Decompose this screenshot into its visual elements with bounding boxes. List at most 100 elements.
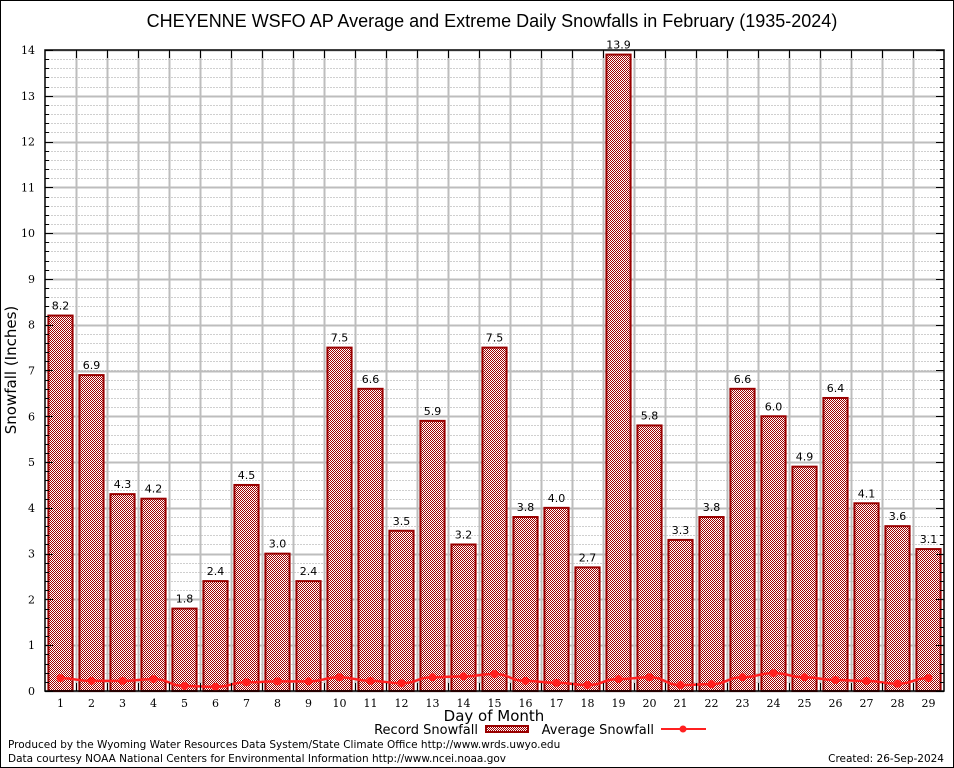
bar-day-17: [543, 506, 570, 692]
footer-produced-by: Produced by the Wyoming Water Resources …: [8, 739, 560, 751]
x-tick-label: 16: [519, 697, 533, 710]
bar-label-day-6: 2.4: [207, 565, 225, 578]
average-marker-day-15: [490, 670, 499, 679]
bar-label-day-24: 6.0: [765, 400, 783, 413]
bar-label-day-27: 4.1: [858, 487, 876, 500]
bar-day-23: [729, 387, 756, 692]
x-tick-label: 27: [860, 697, 874, 710]
x-tick-label: 5: [181, 697, 188, 710]
x-tick-label: 1: [57, 697, 64, 710]
bar-label-day-5: 1.8: [176, 593, 194, 606]
x-tick-label: 11: [364, 697, 378, 710]
bar-label-day-19: 13.9: [606, 39, 631, 52]
bars: [47, 53, 942, 693]
legend: Record Snowfall Average Snowfall: [374, 723, 706, 738]
average-marker-day-14: [459, 672, 468, 681]
bar-day-28: [884, 525, 911, 693]
x-tick-label: 24: [767, 697, 781, 710]
legend-label-record: Record Snowfall: [374, 723, 478, 738]
x-tick-label: 13: [426, 697, 440, 710]
bar-label-day-21: 3.3: [672, 524, 690, 537]
x-tick-label: 7: [243, 697, 250, 710]
bar-label-day-15: 7.5: [486, 332, 504, 345]
x-tick-label: 19: [612, 697, 626, 710]
x-tick-label: 21: [674, 697, 688, 710]
bar-day-21: [667, 538, 694, 693]
average-marker-day-17: [552, 678, 561, 687]
average-marker-day-21: [676, 681, 685, 690]
average-marker-day-25: [800, 673, 809, 682]
x-tick-label: 8: [274, 697, 281, 710]
bar-day-7: [233, 483, 260, 693]
y-axis-title: Snowfall (Inches): [2, 306, 20, 434]
bar-day-24: [760, 415, 787, 692]
x-tick-label: 17: [550, 697, 564, 710]
bar-label-day-20: 5.8: [641, 409, 659, 422]
average-marker-day-2: [87, 676, 96, 685]
bar-label-day-14: 3.2: [455, 528, 473, 541]
y-tick-label: 10: [21, 227, 35, 240]
y-tick-label: 2: [28, 593, 35, 606]
legend-swatch-record: [485, 725, 529, 733]
average-marker-day-20: [645, 673, 654, 682]
bar-label-day-17: 4.0: [548, 492, 566, 505]
bar-label-day-13: 5.9: [424, 405, 442, 418]
bar-day-8: [264, 552, 291, 693]
bar-label-day-10: 7.5: [331, 332, 349, 345]
y-tick-label: 13: [21, 90, 35, 103]
bar-day-3: [109, 493, 136, 692]
x-axis-title: Day of Month: [444, 707, 545, 725]
average-marker-day-8: [273, 677, 282, 686]
x-tick-label: 23: [736, 697, 750, 710]
legend-marker-average: [679, 725, 687, 733]
average-marker-day-27: [862, 676, 871, 685]
bar-day-18: [574, 566, 601, 693]
average-marker-day-6: [211, 682, 220, 691]
footer-created: Created: 26-Sep-2024: [828, 753, 944, 765]
bar-label-day-22: 3.8: [703, 501, 721, 514]
y-tick-label: 4: [28, 502, 35, 515]
average-marker-day-29: [924, 674, 933, 683]
bar-label-day-2: 6.9: [83, 359, 101, 372]
y-tick-label: 8: [28, 319, 35, 332]
x-tick-label: 2: [88, 697, 95, 710]
bar-day-29: [915, 548, 942, 692]
average-marker-day-16: [521, 676, 530, 685]
average-marker-day-10: [335, 673, 344, 682]
bar-day-19: [605, 53, 632, 693]
bar-day-2: [78, 374, 105, 692]
bar-day-9: [295, 580, 322, 692]
bar-label-day-3: 4.3: [114, 478, 132, 491]
bar-label-day-25: 4.9: [796, 451, 814, 464]
bar-day-16: [512, 516, 539, 692]
average-marker-day-3: [118, 676, 127, 685]
bar-day-13: [419, 419, 446, 692]
average-marker-day-24: [769, 669, 778, 678]
x-tick-label: 25: [798, 697, 812, 710]
x-tick-label: 4: [150, 697, 157, 710]
average-marker-day-26: [831, 676, 840, 685]
y-tick-label: 9: [28, 273, 35, 286]
average-marker-day-23: [738, 673, 747, 682]
x-tick-label: 10: [333, 697, 347, 710]
x-tick-labels: 1 2 3 4 5 6 7 8 9 10 11 12 13 14 15 16 17 18 19 20 21 22 23 24 2…: [57, 697, 936, 710]
average-line: [56, 669, 933, 691]
average-marker-day-13: [428, 673, 437, 682]
bar-label-day-7: 4.5: [238, 469, 256, 482]
bar-label-day-9: 2.4: [300, 565, 318, 578]
average-marker-day-22: [707, 680, 716, 689]
bar-day-10: [326, 346, 353, 692]
x-tick-label: 6: [212, 697, 219, 710]
x-tick-label: 20: [643, 697, 657, 710]
x-tick-label: 3: [119, 697, 126, 710]
bar-label-day-16: 3.8: [517, 501, 535, 514]
bar-day-4: [140, 497, 167, 693]
x-tick-label: 12: [395, 697, 409, 710]
chart-title: CHEYENNE WSFO AP Average and Extreme Dai…: [147, 11, 838, 31]
bar-label-day-18: 2.7: [579, 551, 597, 564]
x-tick-label: 9: [305, 697, 312, 710]
y-tick-label: 7: [28, 365, 35, 378]
bar-day-1: [47, 314, 74, 692]
